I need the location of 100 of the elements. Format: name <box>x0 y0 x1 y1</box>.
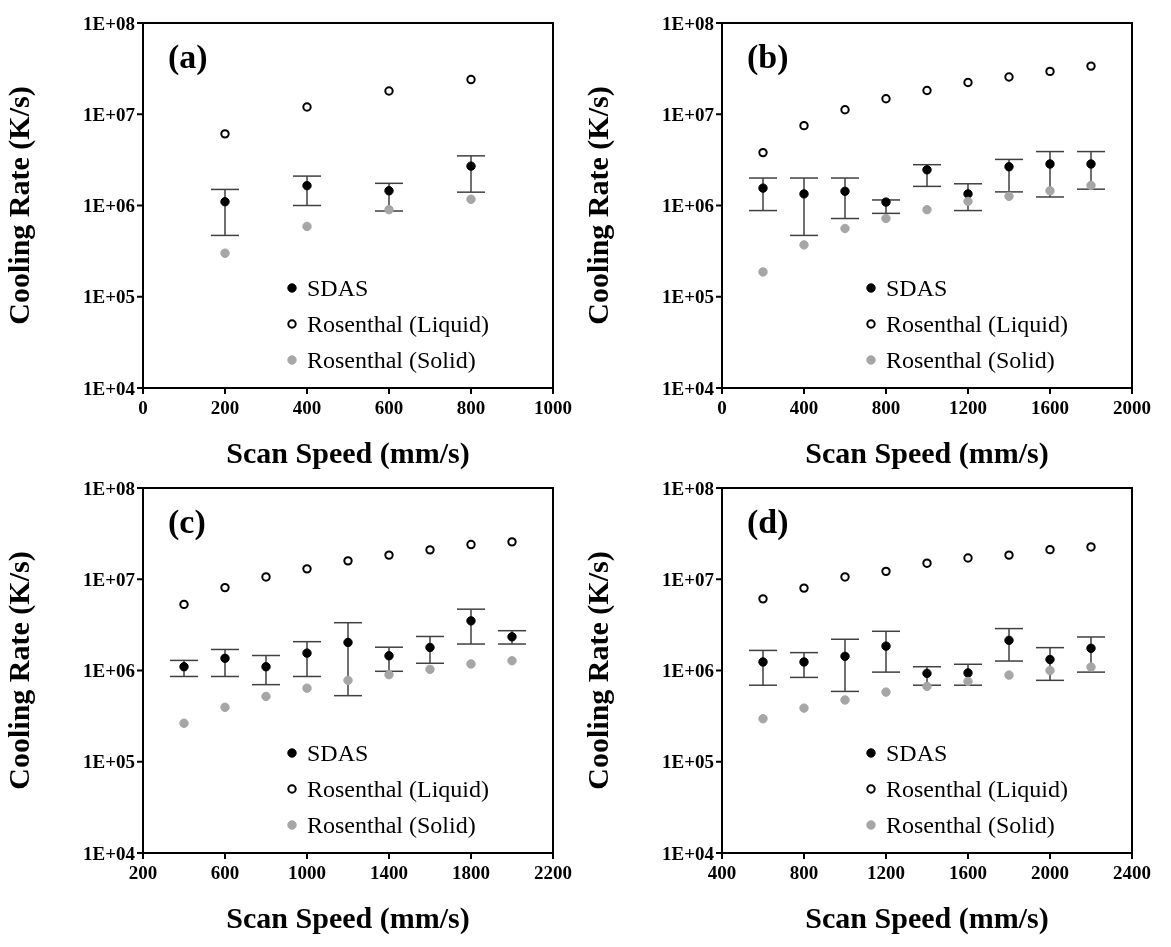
point <box>1086 61 1096 71</box>
point <box>1045 159 1055 169</box>
legend-label: SDAS <box>886 739 948 768</box>
point <box>220 248 230 258</box>
point <box>261 691 271 702</box>
point <box>1086 159 1096 169</box>
point <box>1004 72 1014 82</box>
point <box>1045 654 1055 665</box>
point <box>922 165 932 175</box>
legend-label: SDAS <box>307 274 369 303</box>
point <box>507 632 517 642</box>
point <box>384 651 394 661</box>
point <box>302 564 312 574</box>
y-tick-label: 1E+06 <box>83 195 135 217</box>
point <box>466 539 476 550</box>
point <box>1086 643 1096 654</box>
point <box>758 714 768 724</box>
legend-label: SDAS <box>307 739 369 768</box>
point <box>1045 544 1055 555</box>
x-tick-label: 400 <box>707 862 737 883</box>
point <box>1086 662 1096 672</box>
point <box>1004 635 1014 646</box>
point <box>425 642 435 653</box>
point <box>466 659 476 669</box>
point <box>881 94 891 104</box>
y-axis-title: Cooling Rate (K/s) <box>580 86 615 325</box>
legend-label: Rosenthal (Solid) <box>307 811 476 840</box>
x-tick-label: 0 <box>717 397 727 418</box>
point <box>1004 670 1014 680</box>
legend-label: Rosenthal (Liquid) <box>307 310 489 339</box>
x-tick-label: 800 <box>789 862 819 883</box>
x-tick-label: 1600 <box>949 862 987 883</box>
point <box>302 102 312 112</box>
point <box>302 180 312 191</box>
point <box>302 221 312 232</box>
point <box>302 648 312 658</box>
x-axis-title: Scan Speed (mm/s) <box>805 901 1049 935</box>
point <box>758 594 768 604</box>
y-tick-label: 1E+05 <box>83 751 135 773</box>
point <box>220 129 230 139</box>
point <box>840 651 850 662</box>
point <box>881 213 891 224</box>
point <box>922 204 932 215</box>
legend-label: Rosenthal (Solid) <box>886 811 1055 840</box>
point <box>881 566 891 577</box>
legend-label: Rosenthal (Liquid) <box>307 775 489 804</box>
point <box>922 681 932 692</box>
point <box>302 683 312 693</box>
x-tick-label: 1200 <box>949 397 987 418</box>
point <box>799 583 809 593</box>
point <box>799 240 809 250</box>
point <box>963 668 973 678</box>
x-tick-label: 1600 <box>1031 397 1069 418</box>
point <box>425 545 435 555</box>
x-tick-label: 2000 <box>1113 397 1151 418</box>
x-tick-label: 2000 <box>1031 862 1069 883</box>
x-tick-label: 1200 <box>867 862 905 883</box>
x-tick-label: 2400 <box>1113 862 1151 883</box>
legend-label: Rosenthal (Solid) <box>307 346 476 375</box>
point <box>343 556 353 566</box>
point <box>179 599 189 610</box>
y-tick-label: 1E+07 <box>83 568 136 590</box>
point <box>179 662 189 672</box>
y-axis-title: Cooling Rate (K/s) <box>1 86 36 325</box>
chart-title: (b) <box>747 38 789 76</box>
point <box>799 657 809 667</box>
y-tick-label: 1E+05 <box>662 286 714 308</box>
y-tick-label: 1E+06 <box>662 195 714 217</box>
x-axis-title: Scan Speed (mm/s) <box>226 901 470 935</box>
y-tick-label: 1E+04 <box>662 842 715 864</box>
point <box>220 582 230 593</box>
y-tick-label: 1E+08 <box>662 12 714 34</box>
legend-label: Rosenthal (Solid) <box>886 346 1055 375</box>
chart-title: (d) <box>747 503 789 541</box>
chart-title: (a) <box>168 38 208 76</box>
y-tick-label: 1E+08 <box>83 12 135 34</box>
point <box>261 572 271 582</box>
point <box>963 676 973 687</box>
point <box>220 653 230 664</box>
point <box>343 637 353 648</box>
y-tick-label: 1E+07 <box>662 568 715 590</box>
y-tick-label: 1E+04 <box>83 377 136 399</box>
point <box>1045 66 1055 77</box>
y-tick-label: 1E+07 <box>83 104 136 125</box>
point <box>840 572 850 582</box>
point <box>758 183 768 193</box>
x-tick-label: 2200 <box>534 862 572 883</box>
point <box>343 675 353 686</box>
y-tick-label: 1E+06 <box>83 660 135 682</box>
point <box>840 223 850 234</box>
point <box>922 668 932 679</box>
point <box>466 194 476 204</box>
y-tick-label: 1E+06 <box>662 660 714 682</box>
legend-label: Rosenthal (Liquid) <box>886 775 1068 804</box>
point <box>758 657 768 667</box>
x-tick-label: 600 <box>374 397 404 418</box>
point <box>1004 550 1014 560</box>
chart-title: (c) <box>168 503 206 541</box>
x-tick-label: 1800 <box>452 862 490 883</box>
x-tick-label: 1000 <box>534 397 572 418</box>
